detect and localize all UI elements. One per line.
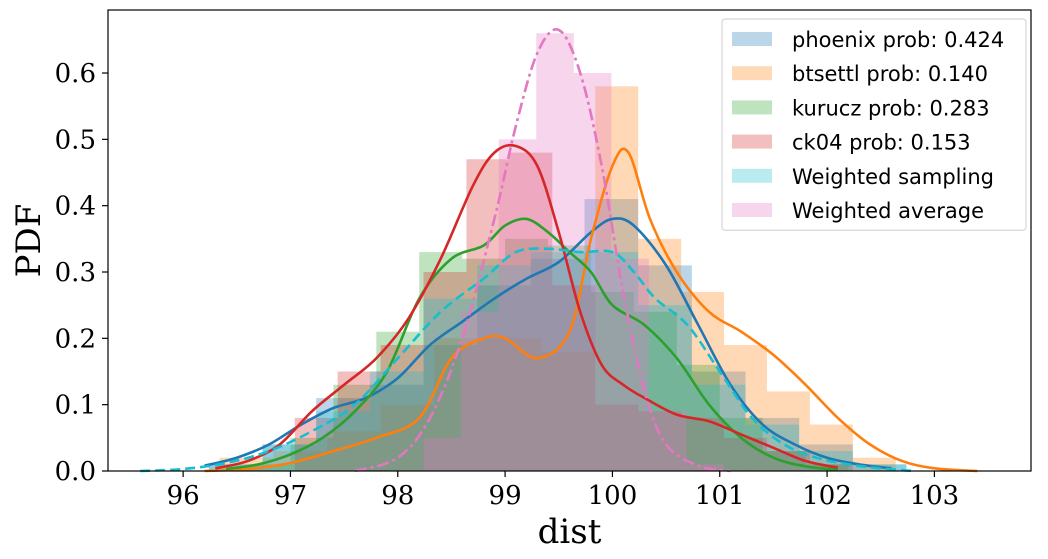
y-tick-label: 0.0	[55, 457, 96, 487]
kde-curve-2	[225, 217, 838, 471]
x-tick-label: 103	[910, 481, 960, 511]
histogram-layer	[208, 33, 907, 472]
legend-label: ck04 prob: 0.153	[792, 131, 971, 155]
x-tick-label: 102	[802, 481, 852, 511]
y-tick-label: 0.3	[55, 258, 96, 288]
histogram-bar	[423, 298, 478, 471]
x-axis-label: dist	[538, 512, 602, 552]
legend-swatch	[732, 100, 772, 115]
legend: phoenix prob: 0.424 btsettl prob: 0.140 ku…	[721, 18, 1027, 231]
histogram-bar	[466, 159, 510, 471]
histogram-bar	[316, 411, 370, 471]
y-tick-label: 0.4	[55, 192, 96, 222]
histogram-bar	[548, 245, 591, 471]
legend-box	[721, 18, 1027, 231]
kde-curve-4	[140, 247, 914, 473]
histogram-bar	[611, 258, 649, 471]
histogram-bar	[584, 252, 639, 471]
histogram-bar	[595, 404, 639, 471]
histogram-bar	[541, 351, 596, 471]
histogram-series-3	[294, 152, 853, 471]
histogram-bar	[633, 311, 677, 471]
histogram-bar	[369, 384, 424, 471]
x-axis-ticks: 96 97 98 99 100 101 102 103	[167, 471, 960, 511]
plot-frame	[107, 9, 1032, 472]
histogram-bar	[595, 86, 639, 471]
histogram-bar	[380, 404, 435, 471]
legend-label: phoenix prob: 0.424	[792, 28, 1004, 52]
histogram-bar	[719, 417, 763, 471]
kde-curve-1	[204, 147, 978, 473]
x-tick-label: 96	[167, 481, 200, 511]
x-tick-label: 100	[588, 481, 638, 511]
legend-swatch	[732, 134, 772, 149]
histogram-bar	[584, 199, 639, 472]
histogram-bar	[487, 338, 542, 471]
y-tick-label: 0.2	[55, 324, 96, 354]
kde-curve-0	[204, 217, 892, 470]
y-axis-ticks: 0.0 0.1 0.2 0.3 0.4 0.5 0.6	[55, 59, 108, 487]
legend-label: Weighted average	[792, 199, 984, 223]
y-tick-label: 0.6	[55, 59, 96, 89]
histogram-bar	[434, 338, 488, 471]
histogram-bar	[498, 139, 537, 471]
legend-swatch	[732, 168, 772, 183]
histogram-bar	[376, 331, 420, 471]
histogram-bar	[477, 285, 531, 471]
histogram-bar	[536, 33, 574, 472]
histogram-bar	[530, 252, 585, 471]
histogram-series-1	[219, 86, 896, 471]
histogram-bar	[316, 398, 370, 471]
y-axis-label: PDF	[9, 204, 49, 278]
histogram-bar	[423, 344, 478, 471]
histogram-bar	[477, 265, 531, 471]
histogram-bar	[648, 411, 687, 471]
legend-swatch	[732, 32, 772, 46]
legend-label: kurucz prob: 0.283	[792, 96, 990, 120]
histogram-bar	[423, 437, 462, 471]
x-tick-label: 99	[489, 481, 522, 511]
x-tick-label: 101	[695, 481, 745, 511]
x-tick-label: 97	[274, 481, 307, 511]
histogram-bar	[380, 344, 424, 471]
histogram-bar	[509, 152, 553, 471]
kde-curve-5	[354, 28, 731, 473]
histogram-bar	[638, 411, 682, 471]
histogram-bar	[462, 258, 506, 471]
kde-curve-3	[215, 143, 839, 470]
y-tick-label: 0.5	[55, 125, 96, 155]
histogram-bar	[294, 417, 338, 471]
legend-label: Weighted sampling	[792, 165, 994, 189]
x-tick-label: 98	[381, 481, 414, 511]
histogram-bar	[691, 371, 746, 471]
y-tick-label: 0.1	[55, 391, 96, 421]
histogram-bar	[638, 305, 692, 471]
histogram-bar	[681, 291, 725, 471]
histogram-bar	[333, 384, 377, 471]
histogram-bar	[590, 291, 634, 471]
legend-swatch	[732, 66, 772, 81]
kde-curve-layer	[140, 28, 978, 473]
histogram-series-5	[423, 33, 725, 472]
legend-swatch	[732, 203, 772, 217]
legend-label: btsettl prob: 0.140	[792, 62, 988, 86]
